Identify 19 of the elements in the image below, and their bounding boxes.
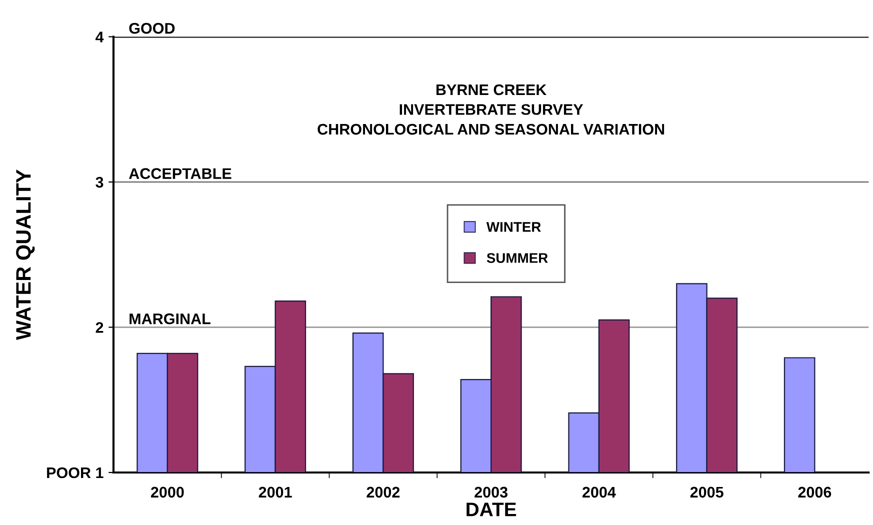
x-tick-label: 2001 xyxy=(258,486,292,498)
x-tick-label: 2006 xyxy=(798,486,832,498)
text: BYRNE CREEK INVERTEBRATE SURVEY CHRONOLOGICAL AND SEASONAL VARIATION xyxy=(318,84,664,135)
y-tick-label: 4 xyxy=(96,32,104,42)
y-tick-label: 2 xyxy=(96,322,104,333)
ref-line-label: ACCEPTABLE xyxy=(128,168,232,179)
ref-line-label: GOOD xyxy=(129,22,175,34)
x-tick-label: 2004 xyxy=(582,486,616,498)
y-axis-title: WATER QUALITY xyxy=(16,170,35,340)
x-tick-label: 2000 xyxy=(150,486,184,498)
y-tick-label: POOR 1 xyxy=(47,467,104,478)
x-tick-label: 2002 xyxy=(366,486,400,498)
x-tick-label: 2005 xyxy=(690,486,724,498)
ref-line-label: MARGINAL xyxy=(130,313,210,324)
legend-label: WINTER xyxy=(486,222,541,232)
x-axis-title: DATE xyxy=(466,502,516,516)
y-tick-label: 3 xyxy=(96,176,104,188)
legend-label: SUMMER xyxy=(486,253,548,263)
x-tick-label: 2003 xyxy=(474,486,508,498)
